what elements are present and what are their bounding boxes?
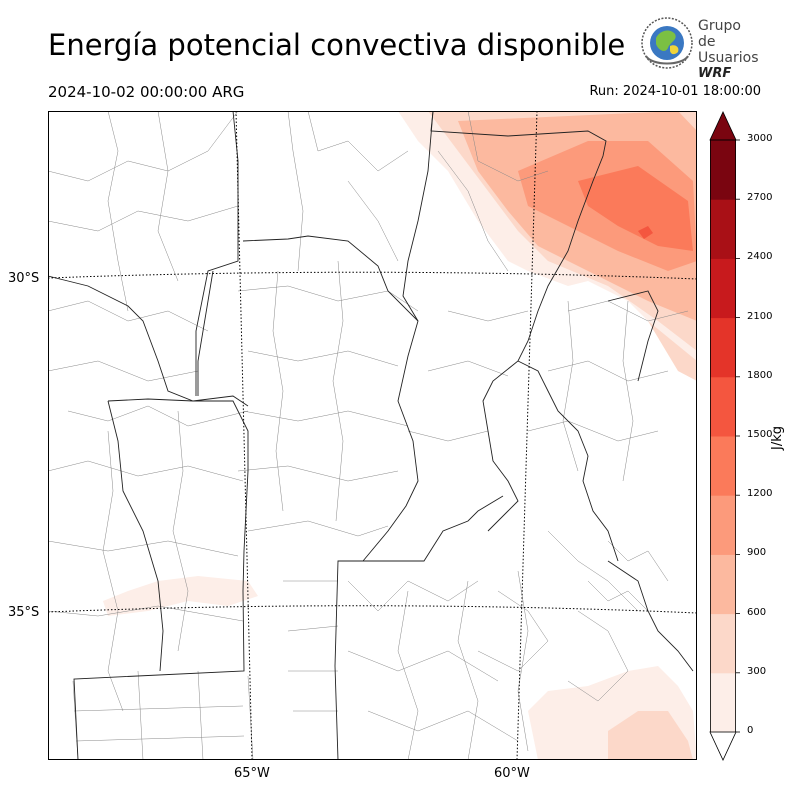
department-boundaries <box>48 111 689 760</box>
colorbar-segment <box>710 672 736 733</box>
cape-map <box>48 111 697 760</box>
colorbar-tick-label: 1500 <box>747 429 773 440</box>
colorbar-tick-label: 600 <box>747 606 767 618</box>
colorbar-tick-label: 2100 <box>747 310 773 322</box>
logo-line-2: Usuarios <box>698 50 759 66</box>
colorbar-segment <box>710 317 736 378</box>
colorbar-outline <box>710 139 737 733</box>
colorbar-segment <box>710 495 736 555</box>
colorbar-segment <box>710 258 736 319</box>
valid-time: 2024-10-02 00:00:00 ARG <box>48 83 245 101</box>
colorbar-segment <box>710 436 736 496</box>
colorbar-tick-label: 1200 <box>747 488 773 500</box>
run-time: Run: 2024-10-01 18:00:00 <box>589 84 761 99</box>
colorbar-tick-label: 0 <box>747 725 754 736</box>
graticule <box>48 111 697 760</box>
cape-shading-southeast <box>528 666 697 760</box>
logo-line-1: Grupo de <box>698 18 741 50</box>
colorbar-segment <box>710 613 736 674</box>
globe-icon <box>641 17 693 69</box>
colorbar-extend-low <box>709 731 737 761</box>
lat-label-35s: 35°S <box>8 605 40 620</box>
colorbar-tick-label: 3000 <box>747 133 773 144</box>
colorbar-segment <box>710 199 736 259</box>
colorbar-segment <box>710 554 736 615</box>
colorbar-tick-label: 1800 <box>747 369 773 381</box>
colorbar-unit-label: J/kg <box>770 426 785 450</box>
colorbar-tick-label: 2400 <box>747 251 773 263</box>
cape-shading-northeast <box>398 111 697 381</box>
colorbar-tick-label: 2700 <box>747 192 773 204</box>
province-boundaries <box>48 111 694 760</box>
logo-line-3: WRF <box>698 66 732 81</box>
cape-shading-west <box>103 576 258 616</box>
colorbar-tick-label: 300 <box>747 665 767 677</box>
lat-label-30s: 30°S <box>8 271 40 286</box>
map-title: Energía potencial convectiva disponible <box>48 28 626 62</box>
lon-label-60w: 60°W <box>494 766 530 781</box>
colorbar-tick-label: 900 <box>747 547 767 559</box>
colorbar <box>709 111 740 761</box>
wrf-logo: Grupo de Usuarios WRF <box>640 16 760 81</box>
colorbar-segment <box>710 140 736 200</box>
colorbar-segment <box>710 376 736 437</box>
colorbar-extend-high <box>709 111 737 141</box>
lon-label-65w: 65°W <box>234 766 270 781</box>
